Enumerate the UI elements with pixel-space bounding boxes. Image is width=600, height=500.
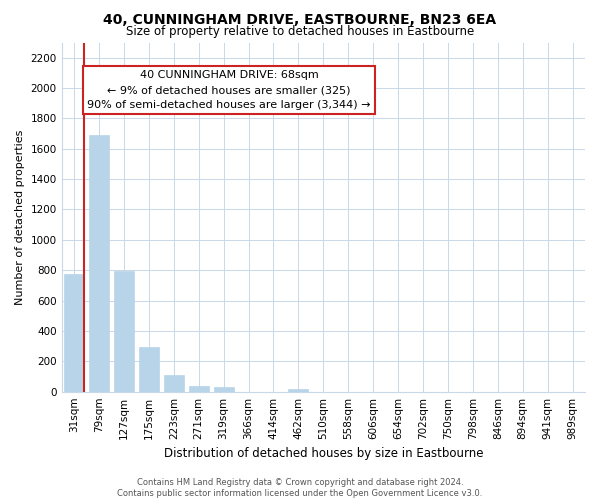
- Bar: [139, 347, 159, 392]
- Text: Contains HM Land Registry data © Crown copyright and database right 2024.
Contai: Contains HM Land Registry data © Crown c…: [118, 478, 482, 498]
- Bar: [114, 271, 134, 392]
- Text: 40 CUNNINGHAM DRIVE: 68sqm
← 9% of detached houses are smaller (325)
90% of semi: 40 CUNNINGHAM DRIVE: 68sqm ← 9% of detac…: [88, 70, 371, 110]
- Text: 40, CUNNINGHAM DRIVE, EASTBOURNE, BN23 6EA: 40, CUNNINGHAM DRIVE, EASTBOURNE, BN23 6…: [103, 12, 497, 26]
- Bar: [89, 135, 109, 392]
- Bar: [164, 375, 184, 392]
- Bar: [189, 386, 209, 392]
- Text: Size of property relative to detached houses in Eastbourne: Size of property relative to detached ho…: [126, 25, 474, 38]
- Bar: [289, 388, 308, 392]
- Y-axis label: Number of detached properties: Number of detached properties: [15, 130, 25, 305]
- X-axis label: Distribution of detached houses by size in Eastbourne: Distribution of detached houses by size …: [164, 447, 483, 460]
- Bar: [214, 387, 233, 392]
- Bar: [64, 274, 84, 392]
